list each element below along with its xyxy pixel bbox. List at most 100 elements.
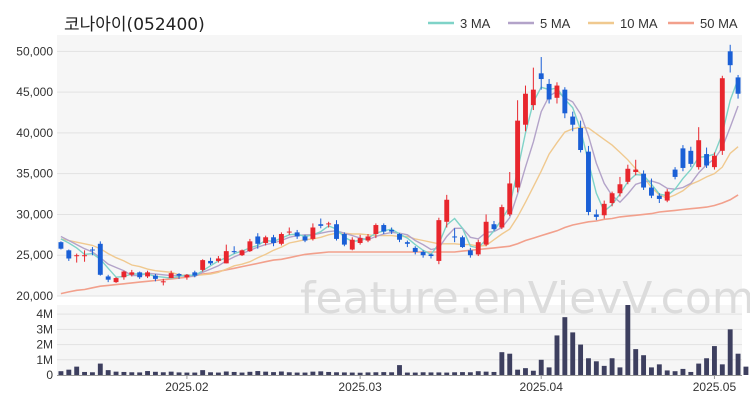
candle-body	[475, 242, 481, 255]
volume-bar	[617, 367, 623, 375]
candle-body	[200, 260, 206, 270]
candle-body	[365, 236, 371, 241]
candle-body	[578, 127, 584, 151]
volume-bar	[562, 317, 568, 375]
candle-body	[593, 214, 599, 217]
candle-body	[688, 150, 694, 164]
volume-bar	[664, 370, 670, 375]
candle-body	[58, 242, 64, 249]
candle-body	[404, 242, 410, 244]
volume-bar	[271, 372, 276, 375]
candle-body	[601, 203, 607, 216]
candle-body	[223, 251, 229, 264]
candle-body	[373, 225, 379, 235]
volume-bar	[278, 371, 284, 375]
volume-bar	[200, 370, 206, 375]
price-tick-label: 30,000	[16, 207, 53, 221]
volume-bar	[137, 372, 143, 375]
candle-body	[523, 93, 528, 125]
candle-body	[664, 191, 670, 201]
candle-body	[617, 184, 623, 194]
volume-bar	[735, 353, 741, 375]
candle-body	[530, 89, 536, 106]
candle-body	[137, 272, 143, 278]
candle-body	[499, 207, 505, 228]
price-tick-label: 50,000	[16, 44, 53, 58]
volume-bar	[609, 358, 615, 375]
volume-bar	[231, 371, 237, 375]
volume-bar	[444, 372, 450, 375]
candle-body	[357, 238, 363, 243]
volume-bar	[341, 372, 347, 375]
volume-bar	[58, 371, 64, 375]
volume-bar	[66, 369, 72, 375]
price-panel	[57, 35, 742, 296]
candle-body	[515, 120, 521, 188]
volume-bar	[208, 372, 213, 375]
candle-body	[255, 236, 261, 244]
candle-body	[570, 116, 576, 125]
legend-label: 10 MA	[620, 16, 658, 31]
volume-bar	[712, 346, 717, 375]
volume-bar	[483, 371, 489, 375]
candle-body	[696, 140, 702, 168]
candle-body	[286, 231, 292, 233]
volume-bar	[263, 371, 269, 375]
candle-body	[105, 276, 111, 280]
volume-bar	[365, 372, 371, 375]
candle-body	[625, 168, 631, 182]
candle-body	[562, 89, 568, 114]
candle-body	[271, 237, 276, 243]
volume-bar	[121, 371, 127, 375]
candle-body	[680, 148, 686, 168]
candle-body	[538, 73, 544, 80]
volume-bar	[625, 305, 631, 375]
candle-body	[444, 199, 450, 222]
candle-body	[310, 227, 316, 239]
candle-body	[341, 234, 347, 245]
volume-bar	[460, 372, 465, 375]
candle-body	[735, 77, 741, 94]
volume-bar	[586, 358, 591, 375]
candle-body	[649, 187, 654, 196]
volume-tick-label: 2M	[36, 338, 53, 352]
volume-bar	[554, 335, 560, 375]
ma50-line	[60, 194, 739, 295]
candle-body	[192, 272, 198, 276]
price-tick-label: 45,000	[16, 85, 53, 99]
volume-bar	[428, 372, 434, 375]
candle-body	[247, 241, 253, 252]
price-tick-label: 40,000	[16, 126, 53, 140]
volume-bar	[507, 353, 513, 375]
candle-body	[719, 78, 725, 151]
volume-bar	[475, 371, 481, 375]
volume-bar	[656, 364, 662, 375]
candle-body	[586, 151, 591, 212]
volume-bar	[688, 371, 694, 375]
candle-body	[704, 154, 710, 166]
volume-bar	[680, 368, 686, 375]
candle-body	[460, 237, 465, 248]
candle-body	[672, 169, 678, 177]
volume-bar	[160, 372, 166, 375]
candle-body	[215, 258, 221, 261]
candle-body	[74, 255, 80, 257]
candle-body	[633, 169, 639, 173]
candle-body	[546, 83, 552, 100]
volume-bar	[152, 371, 158, 375]
volume-bar	[168, 371, 174, 375]
price-tick-label: 35,000	[16, 167, 53, 181]
candle-body	[294, 232, 300, 237]
volume-bar	[570, 332, 576, 375]
candle-body	[239, 250, 245, 256]
volume-bar	[546, 367, 552, 375]
volume-bar	[452, 372, 458, 375]
candle-body	[97, 243, 103, 275]
candle-body	[349, 239, 355, 250]
volume-bar	[727, 329, 733, 375]
volume-bar	[530, 370, 536, 375]
volume-bar	[334, 372, 339, 375]
volume-bar	[357, 372, 363, 375]
volume-bar	[467, 372, 473, 375]
candle-body	[491, 224, 497, 230]
